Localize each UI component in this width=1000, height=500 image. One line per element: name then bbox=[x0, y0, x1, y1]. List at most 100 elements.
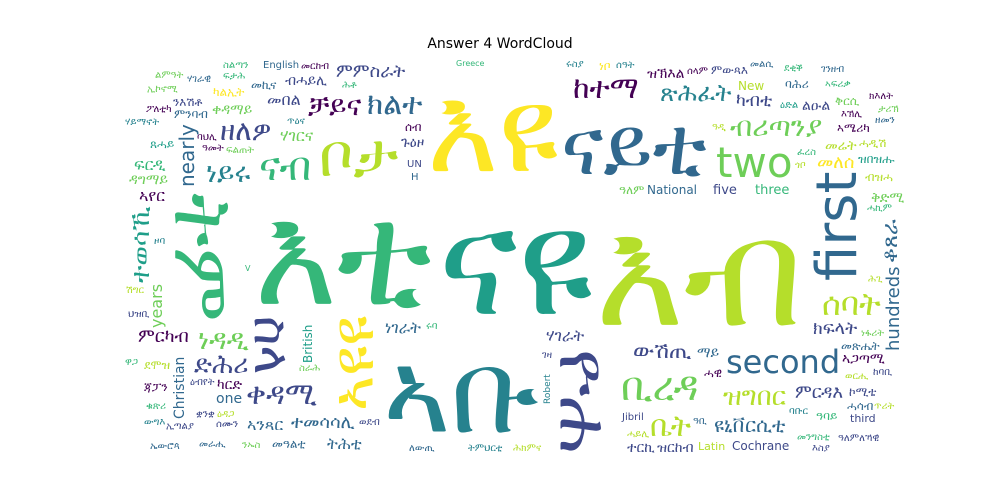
cloud-word: እኽሊ bbox=[841, 109, 863, 120]
cloud-word: ዓለምለኻዊ bbox=[838, 433, 880, 444]
cloud-word: ካርድ bbox=[217, 377, 243, 393]
cloud-word: ሃገራት bbox=[546, 326, 585, 345]
cloud-word: ዓመት bbox=[202, 143, 224, 154]
cloud-word: መልሲ bbox=[750, 60, 774, 70]
cloud-word: ነዳዲ bbox=[198, 323, 249, 356]
cloud-word: ሓዲሽ bbox=[859, 136, 887, 150]
cloud-word: ሕጊ bbox=[868, 274, 883, 285]
cloud-word: ሓይሊ bbox=[627, 429, 650, 440]
cloud-word: ንኡስ bbox=[242, 440, 261, 451]
cloud-word: እዩ bbox=[427, 61, 559, 200]
cloud-word: ነቦ bbox=[599, 60, 611, 73]
cloud-word: ሕቶ bbox=[342, 80, 357, 91]
cloud-word: መዓልቲ bbox=[272, 437, 306, 451]
cloud-word: ሕክምና bbox=[513, 443, 542, 454]
cloud-word: ዘመን bbox=[875, 115, 895, 126]
cloud-word: ተርኪ bbox=[627, 440, 655, 454]
cloud-word: መበል bbox=[267, 90, 301, 109]
cloud-word: ልምዓት bbox=[155, 70, 184, 81]
cloud-word: ጎቦ bbox=[795, 160, 806, 171]
cloud-word: five bbox=[713, 183, 737, 198]
cloud-word: ክፍላት bbox=[813, 318, 858, 339]
cloud-word: ኣንጻር bbox=[247, 415, 284, 434]
figure-title: Answer 4 WordCloud bbox=[427, 36, 573, 52]
cloud-word: ውሽጢ bbox=[633, 339, 692, 364]
cloud-word: ቅድሚ bbox=[871, 190, 905, 206]
cloud-word: ጸሓይ bbox=[150, 137, 175, 151]
cloud-word: ጥዕና bbox=[287, 116, 305, 127]
cloud-word: ቅርሲ bbox=[835, 94, 860, 108]
cloud-word: ክልተ bbox=[367, 87, 423, 122]
cloud-word: ቆጸራ bbox=[878, 219, 903, 263]
cloud-word: ናይቲ bbox=[561, 100, 707, 193]
cloud-word: ህዝቢ bbox=[128, 309, 150, 320]
cloud-word: ጃፓን bbox=[144, 380, 168, 394]
cloud-word: ሓሳብ bbox=[847, 399, 874, 413]
cloud-word: ዝግበር bbox=[723, 382, 786, 412]
cloud-word: ካልኢት bbox=[213, 85, 245, 99]
cloud-word: ተመሳሳሊ bbox=[291, 412, 355, 433]
cloud-word: ሰዓት bbox=[616, 60, 635, 71]
cloud-word: ብሪጣንያ bbox=[730, 110, 823, 143]
cloud-word: ስላ bbox=[243, 316, 301, 375]
cloud-word: ትምህርቲ bbox=[468, 443, 503, 454]
cloud-word: ቦታ bbox=[319, 121, 399, 191]
cloud-word: ምንባብ bbox=[174, 107, 208, 121]
cloud-word: UN bbox=[407, 159, 422, 170]
cloud-word: ወደብ bbox=[359, 417, 380, 428]
cloud-word: ዓለም bbox=[619, 183, 645, 197]
cloud-word: ሰላም bbox=[687, 66, 709, 77]
cloud-word: ምርካብ bbox=[138, 326, 189, 347]
cloud-word: first bbox=[805, 171, 870, 281]
cloud-word: British bbox=[301, 324, 315, 363]
cloud-word: ሃገርና bbox=[280, 126, 314, 145]
cloud-word: ወርሒ bbox=[845, 371, 869, 382]
cloud-word: ሩስያ bbox=[566, 60, 584, 70]
cloud-word: ናብ bbox=[259, 144, 312, 190]
cloud-word: ዞባ bbox=[154, 236, 166, 247]
cloud-word: ዓዲ bbox=[712, 122, 726, 133]
cloud-word: ነይሩ bbox=[206, 156, 251, 189]
cloud-word: Jibril bbox=[622, 412, 644, 423]
cloud-word: ባሕሪ bbox=[785, 77, 809, 91]
cloud-word: ክእለት bbox=[869, 91, 893, 102]
cloud-word: ከተማ bbox=[573, 71, 639, 106]
cloud-word: ደሞዝ bbox=[144, 358, 171, 372]
cloud-word: ናዩ bbox=[438, 176, 593, 350]
cloud-word: ሃገራዊ bbox=[187, 74, 212, 85]
cloud-word: ቀዳማይ bbox=[212, 102, 253, 118]
cloud-word: ገዛ bbox=[542, 350, 553, 361]
cloud-word: English bbox=[263, 60, 300, 71]
cloud-word: ኮሚቴ bbox=[849, 385, 877, 399]
cloud-word: years bbox=[147, 283, 166, 328]
wordcloud-canvas: ናዩ እብ እቲ እዩ ኣቡ ናይቲ ትም ዮሐ ቦታ ኣዩዩ first ስላ two ቢረዳ ናብ sec… bbox=[125, 60, 906, 454]
cloud-word: New bbox=[738, 79, 765, 93]
cloud-word: V bbox=[245, 264, 251, 273]
cloud-word: ኢጣልያ bbox=[166, 421, 194, 432]
cloud-word: ባቡር bbox=[789, 406, 808, 417]
cloud-word: Robert bbox=[543, 374, 553, 404]
cloud-word: ፍርዲ bbox=[134, 155, 166, 174]
cloud-word: ሓዊ bbox=[704, 366, 723, 380]
cloud-word: ሩባ bbox=[426, 321, 438, 332]
cloud-word: ተወሳኺ bbox=[126, 206, 156, 283]
cloud-word: ዕዳጋ bbox=[217, 409, 235, 420]
cloud-word: hundreds bbox=[883, 266, 904, 351]
cloud-word: Latin bbox=[698, 440, 726, 453]
cloud-word: H bbox=[411, 172, 419, 183]
cloud-word: nearly bbox=[175, 124, 199, 187]
cloud-word: ዓባይ bbox=[816, 409, 838, 423]
cloud-word: መሬት bbox=[825, 138, 857, 154]
cloud-word: ኣየር bbox=[139, 186, 166, 205]
cloud-word: ኣጋጣሚ bbox=[842, 351, 885, 367]
cloud-word: ድሕሪ bbox=[194, 350, 249, 380]
cloud-word: ምርዳእ bbox=[795, 382, 844, 403]
cloud-word: ንእሽቶ bbox=[173, 95, 203, 109]
cloud-word: ቻይና bbox=[308, 89, 362, 122]
cloud-word: ስልጣን bbox=[223, 60, 249, 71]
cloud-word: ዘለዎ bbox=[220, 114, 272, 147]
cloud-word: ከባቢ bbox=[873, 367, 893, 378]
cloud-word: ብሓይሊ bbox=[285, 73, 328, 89]
cloud-word: ትም bbox=[156, 193, 249, 322]
